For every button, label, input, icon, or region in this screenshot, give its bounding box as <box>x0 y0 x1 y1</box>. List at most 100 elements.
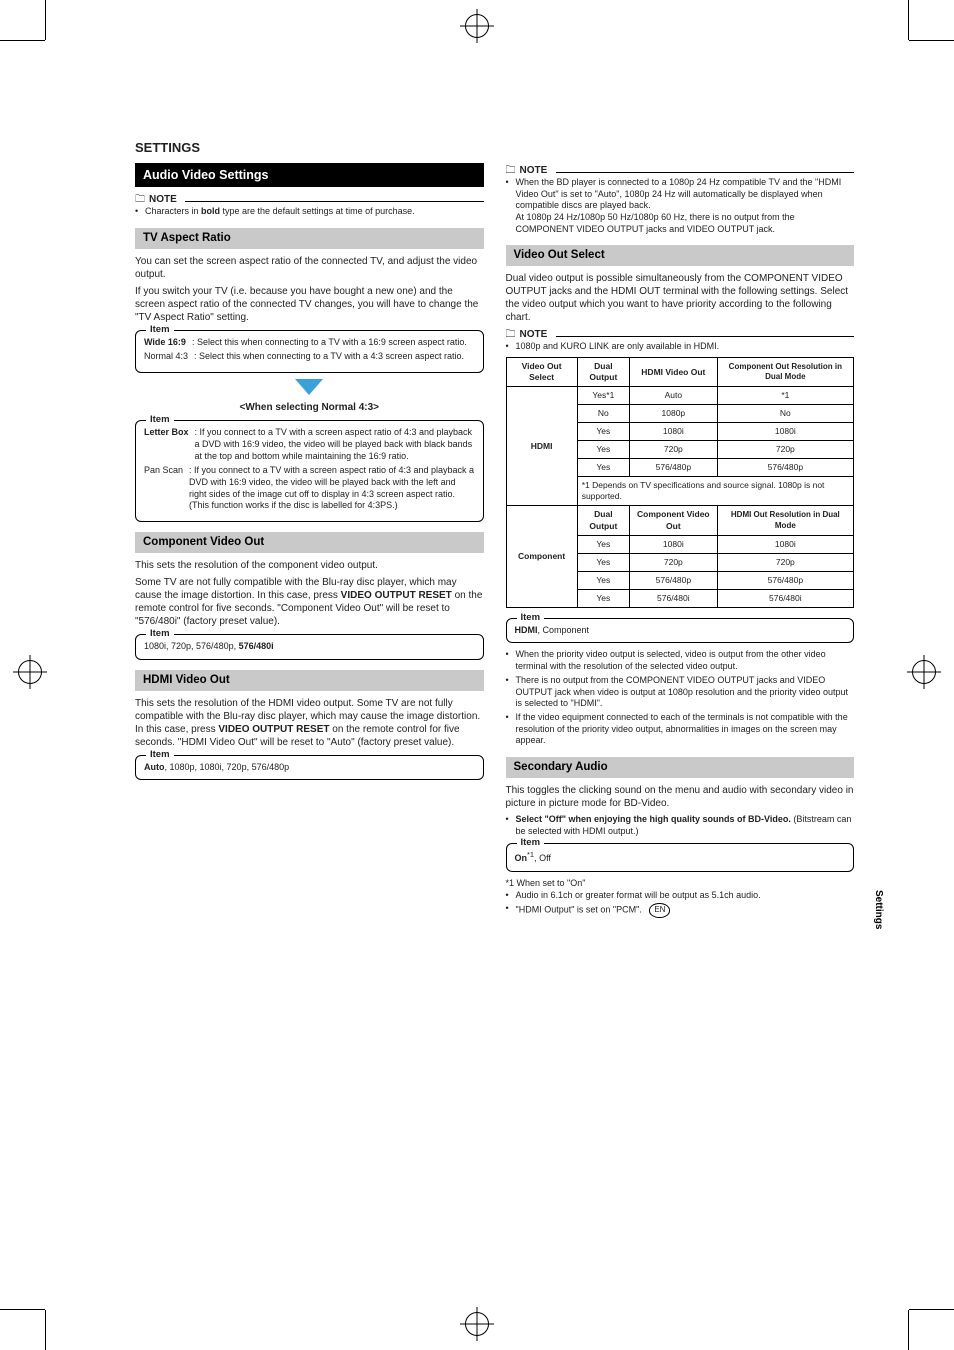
registration-mark <box>465 1312 489 1336</box>
vos-bullets: When the priority video output is select… <box>506 649 855 747</box>
item-legend: Item <box>146 324 174 336</box>
item-box-tv-aspect: Item Wide 16:9 : Select this when connec… <box>135 330 484 373</box>
item-box-hdmi: Item Auto, 1080p, 1080i, 720p, 576/480p <box>135 755 484 781</box>
item-box-vos: Item HDMI, Component <box>506 618 855 644</box>
cell: 1080i <box>717 423 853 441</box>
cell: 576/480p <box>630 459 718 477</box>
note-label: NOTE <box>520 164 548 177</box>
th-dual-output: Dual Output <box>577 358 629 387</box>
registration-mark <box>912 660 936 684</box>
note-bullets: Characters in bold type are the default … <box>135 206 484 218</box>
cell: *1 <box>717 387 853 405</box>
cvo-body2: Some TV are not fully compatible with th… <box>135 576 484 628</box>
left-column: SETTINGS Audio Video Settings 🗀 NOTE Cha… <box>135 140 484 1230</box>
sa-foot1: Audio in 6.1ch or greater format will be… <box>506 890 855 902</box>
cell: 1080p <box>630 405 718 423</box>
hdmi-item-values: Auto, 1080p, 1080i, 720p, 576/480p <box>144 762 289 772</box>
crop-mark <box>0 1309 45 1310</box>
crop-mark <box>45 0 46 40</box>
th-component-video-out: Component Video Out <box>630 506 718 535</box>
heading-component-video-out: Component Video Out <box>135 532 484 553</box>
item-desc-wide: : Select this when connecting to a TV wi… <box>192 337 467 349</box>
note-icon: 🗀 <box>506 164 516 177</box>
cell-component-label: Component <box>506 506 577 607</box>
item-normal43: Normal 4:3 : Select this when connecting… <box>144 351 475 363</box>
crop-mark <box>908 1310 909 1350</box>
note-heading: 🗀 NOTE <box>506 328 855 341</box>
item-panscan: Pan Scan : If you connect to a TV with a… <box>144 465 475 512</box>
hdmi-footnote: *1 Depends on TV specifications and sour… <box>577 477 853 506</box>
heading-tv-aspect: TV Aspect Ratio <box>135 228 484 249</box>
item-label-letterbox: Letter Box <box>144 427 189 462</box>
note-text: Characters in bold type are the default … <box>135 206 484 218</box>
sa-foot-label: *1 When set to "On" <box>506 878 855 890</box>
note-icon: 🗀 <box>506 328 516 341</box>
note-heading: 🗀 NOTE <box>135 193 484 206</box>
sa-body: This toggles the clicking sound on the m… <box>506 784 855 810</box>
item-letterbox: Letter Box : If you connect to a TV with… <box>144 427 475 462</box>
cell: Yes <box>577 459 629 477</box>
item-label-normal: Normal 4:3 <box>144 351 188 363</box>
title-audio-video-settings: Audio Video Settings <box>135 163 484 187</box>
registration-mark <box>18 660 42 684</box>
cvo-item-values: 1080i, 720p, 576/480p, 576/480i <box>144 641 274 651</box>
cell: Yes*1 <box>577 387 629 405</box>
vos-bullet: If the video equipment connected to each… <box>506 712 855 747</box>
note-text: When the BD player is connected to a 108… <box>506 177 855 235</box>
crop-mark <box>0 40 45 41</box>
en-badge: EN <box>649 903 670 917</box>
registration-mark <box>465 14 489 38</box>
cell: 576/480p <box>717 571 853 589</box>
crop-mark <box>909 40 954 41</box>
sa-bullets: Select "Off" when enjoying the high qual… <box>506 814 855 837</box>
cell: Auto <box>630 387 718 405</box>
heading-video-out-select: Video Out Select <box>506 245 855 266</box>
page-content: SETTINGS Audio Video Settings 🗀 NOTE Cha… <box>135 140 854 1230</box>
note-heading: 🗀 NOTE <box>506 164 855 177</box>
heading-secondary-audio: Secondary Audio <box>506 757 855 778</box>
hdmi-body: This sets the resolution of the HDMI vid… <box>135 697 484 749</box>
sa-bullet: Select "Off" when enjoying the high qual… <box>506 814 855 837</box>
item-desc-normal: : Select this when connecting to a TV wi… <box>194 351 464 363</box>
cvo-body1: This sets the resolution of the componen… <box>135 559 484 572</box>
when-normal-heading: <When selecting Normal 4:3> <box>135 401 484 414</box>
note-icon: 🗀 <box>135 193 145 206</box>
note-rule <box>556 336 855 337</box>
item-legend: Item <box>517 837 545 849</box>
crop-mark <box>45 1310 46 1350</box>
right-column: 🗀 NOTE When the BD player is connected t… <box>506 140 855 1230</box>
item-box-normal43: Item Letter Box : If you connect to a TV… <box>135 420 484 522</box>
sa-item-values: On*1, Off <box>515 853 551 863</box>
sa-foot-bullets: Audio in 6.1ch or greater format will be… <box>506 890 855 918</box>
cell: 720p <box>717 553 853 571</box>
sa-foot2: "HDMI Output" is set on "PCM". EN <box>506 903 855 917</box>
note-label: NOTE <box>149 193 177 206</box>
cell: 720p <box>717 441 853 459</box>
video-out-table: Video Out Select Dual Output HDMI Video … <box>506 357 855 608</box>
note-bullets: When the BD player is connected to a 108… <box>506 177 855 235</box>
cell: 576/480i <box>717 589 853 607</box>
crop-mark <box>909 1309 954 1310</box>
item-label-wide: Wide 16:9 <box>144 337 186 349</box>
item-wide169: Wide 16:9 : Select this when connecting … <box>144 337 475 349</box>
th-hdmi-video-out: HDMI Video Out <box>630 358 718 387</box>
vos-bullet: When the priority video output is select… <box>506 649 855 672</box>
item-legend: Item <box>146 414 174 426</box>
cell: 576/480p <box>630 571 718 589</box>
th-hdmi-res: HDMI Out Resolution in Dual Mode <box>717 506 853 535</box>
section-heading: SETTINGS <box>135 140 484 157</box>
cell: Yes <box>577 441 629 459</box>
item-box-cvo: Item 1080i, 720p, 576/480p, 576/480i <box>135 634 484 660</box>
cell: 576/480i <box>630 589 718 607</box>
cell: Yes <box>577 571 629 589</box>
th-dual-output2: Dual Output <box>577 506 629 535</box>
th-video-out-select: Video Out Select <box>506 358 577 387</box>
cell-hdmi-label: HDMI <box>506 387 577 506</box>
item-legend: Item <box>517 612 545 624</box>
cell: Yes <box>577 535 629 553</box>
cell: Yes <box>577 553 629 571</box>
note-label: NOTE <box>520 328 548 341</box>
item-box-sa: Item On*1, Off <box>506 843 855 872</box>
vos-bullet: There is no output from the COMPONENT VI… <box>506 675 855 710</box>
cell: Yes <box>577 589 629 607</box>
